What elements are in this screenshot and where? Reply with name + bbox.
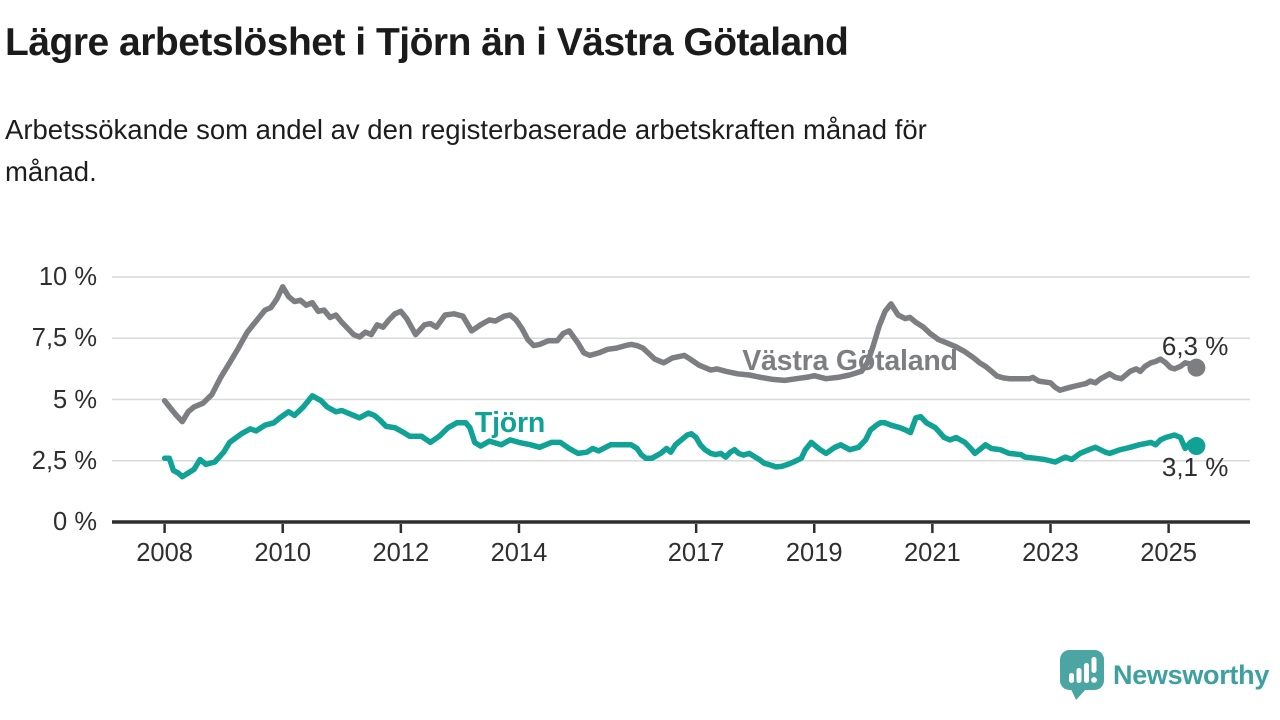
series-line-vastra-gotaland xyxy=(161,284,1200,425)
end-value-tjorn: 3,1 % xyxy=(1161,452,1229,483)
y-axis-label-7-5: 7,5 % xyxy=(31,324,97,353)
x-axis-label-2025: 2025 xyxy=(1140,539,1197,567)
newsworthy-logo-text: Newsworthy xyxy=(1113,659,1270,690)
series-label-tjorn: Tjörn xyxy=(474,407,546,439)
logo-bubble xyxy=(1060,650,1104,690)
newsworthy-logo-icon xyxy=(1060,650,1104,700)
y-axis-label-0: 0 % xyxy=(53,508,97,536)
logo-bubble-tail xyxy=(1070,687,1088,700)
y-axis-label-2-5: 2,5 % xyxy=(31,446,97,475)
logo-bar xyxy=(1069,673,1074,683)
chart-title: Lägre arbetslöshet i Tjörn än i Västra G… xyxy=(5,21,849,64)
y-axis-label-10: 10 % xyxy=(38,263,97,291)
x-axis-label-2008: 2008 xyxy=(136,539,193,567)
logo-bar xyxy=(1084,663,1089,683)
end-value-vastra-gotaland: 6,3 % xyxy=(1161,330,1229,361)
series-end-dot-vastra-gotaland xyxy=(1187,358,1206,377)
x-axis-label-2010: 2010 xyxy=(254,539,312,567)
x-axis-label-2017: 2017 xyxy=(667,539,725,567)
series-line-tjorn xyxy=(161,393,1200,480)
y-axis-label-5: 5 % xyxy=(53,385,97,414)
chart-subtitle: Arbetssökande som andel av den registerb… xyxy=(5,113,927,187)
x-axis-label-2019: 2019 xyxy=(785,539,843,567)
x-axis-label-2021: 2021 xyxy=(904,539,961,567)
series-label-vastra-gotaland: Västra Götaland xyxy=(742,345,958,377)
x-axis-label-2014: 2014 xyxy=(490,539,548,567)
logo-exclamation-bar xyxy=(1091,657,1097,673)
logo-exclamation-dot xyxy=(1091,677,1097,683)
newsworthy-logo: Newsworthy xyxy=(1059,649,1269,701)
logo-bar xyxy=(1076,668,1082,683)
x-axis-label-2023: 2023 xyxy=(1022,539,1079,567)
chart-header: Lägre arbetslöshet i Tjörn än i Västra G… xyxy=(5,20,1275,193)
x-axis-label-2012: 2012 xyxy=(372,539,430,567)
series-end-dot-tjorn xyxy=(1187,437,1206,456)
